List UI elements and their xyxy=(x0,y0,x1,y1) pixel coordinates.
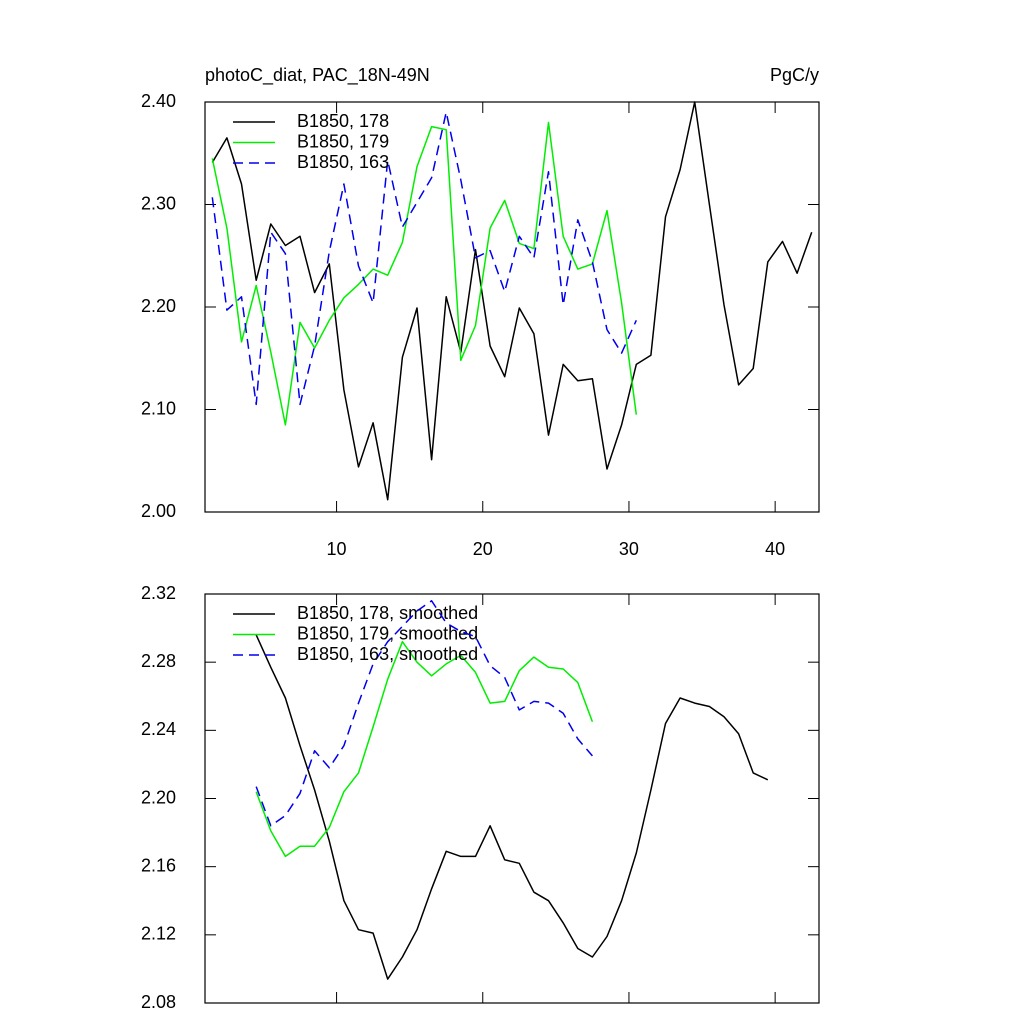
series-line xyxy=(255,600,593,827)
y-tick-label: 2.10 xyxy=(141,398,176,418)
legend-label: B1850, 163, smoothed xyxy=(297,644,478,664)
legend-label: B1850, 178 xyxy=(297,111,389,131)
y-tick-label: 2.32 xyxy=(141,583,176,603)
x-tick-label: 20 xyxy=(473,539,493,559)
series-line xyxy=(211,111,637,406)
y-tick-label: 2.30 xyxy=(141,193,176,213)
chart-title: photoC_diat, PAC_18N-49N xyxy=(205,65,430,86)
chart-units: PgC/y xyxy=(770,65,819,85)
legend-label: B1850, 179 xyxy=(297,131,389,151)
y-tick-label: 2.40 xyxy=(141,91,176,111)
legend-label: B1850, 178, smoothed xyxy=(297,603,478,623)
x-tick-label: 40 xyxy=(765,539,785,559)
series-line xyxy=(255,634,769,980)
series-line xyxy=(211,101,813,501)
y-tick-label: 2.16 xyxy=(141,855,176,875)
plot-frame xyxy=(204,593,820,1004)
y-tick-label: 2.08 xyxy=(141,992,176,1012)
series-line xyxy=(211,121,638,426)
plot-frame xyxy=(204,101,820,513)
y-tick-label: 2.20 xyxy=(141,296,176,316)
y-tick-label: 2.12 xyxy=(141,924,176,944)
series-line xyxy=(255,640,594,858)
legend-label: B1850, 163 xyxy=(297,152,389,172)
x-tick-label: 10 xyxy=(327,539,347,559)
y-tick-label: 2.00 xyxy=(141,501,176,521)
y-tick-label: 2.24 xyxy=(141,719,176,739)
y-tick-label: 2.20 xyxy=(141,787,176,807)
y-tick-label: 2.28 xyxy=(141,651,176,671)
legend-label: B1850, 179, smoothed xyxy=(297,623,478,643)
x-tick-label: 30 xyxy=(619,539,639,559)
